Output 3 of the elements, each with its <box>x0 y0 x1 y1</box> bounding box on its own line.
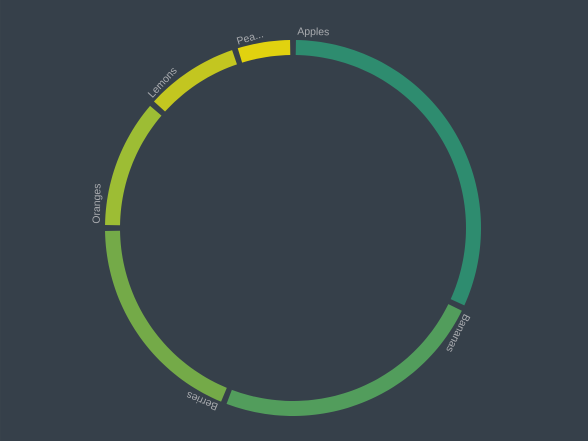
slice-label: Apples <box>297 27 329 38</box>
slice-label: Pea... <box>236 34 264 45</box>
slice-label: Oranges <box>92 184 102 224</box>
